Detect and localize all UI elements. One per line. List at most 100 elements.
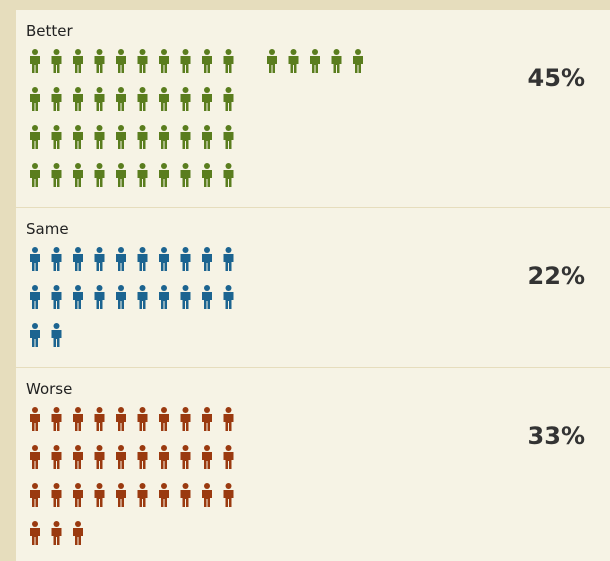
icon-body [51,292,62,309]
person-icon [180,483,191,507]
icon-head [96,163,103,169]
icon-head [182,125,189,131]
icon-body [267,56,277,73]
icon-body [73,56,83,73]
icon-head [225,87,232,93]
icon-body [137,452,148,469]
icon-body [223,254,234,271]
icon-head [75,87,81,93]
person-icon [116,483,126,507]
person-icon [94,87,105,111]
person-icon [30,49,40,73]
icon-head [225,445,232,451]
icon-body [116,132,126,149]
person-icon [51,445,62,469]
person-icon [159,285,169,309]
icon-body [73,414,83,431]
icon-body [94,56,105,73]
category-label: Better [26,22,74,40]
icon-body [73,132,83,149]
icon-head [118,285,124,291]
person-icon [51,247,62,271]
person-icon [30,87,40,111]
icon-head [53,445,60,451]
icon-body [159,292,169,309]
person-icon [73,125,83,149]
person-icon [116,407,126,431]
icon-body [30,132,40,149]
icon-body [137,254,148,271]
icon-head [161,407,167,413]
person-icon [202,407,212,431]
person-icon [94,49,105,73]
icon-body [180,452,191,469]
icon-body [159,94,169,111]
icon-body [159,170,169,187]
person-icon [51,483,62,507]
value-label: 45% [528,64,585,92]
icon-head [139,407,146,413]
icon-head [75,163,81,169]
icon-body [159,254,169,271]
icon-head [53,521,60,527]
icon-head [139,87,146,93]
person-icon [73,49,83,73]
icon-head [225,285,232,291]
icon-head [204,483,210,489]
person-icon [137,49,148,73]
person-icon [116,285,126,309]
value-label: 33% [528,422,585,450]
icon-body [180,56,191,73]
icon-head [182,163,189,169]
person-icon [223,163,234,187]
person-icon [202,285,212,309]
person-icon [159,163,169,187]
icon-body [116,254,126,271]
person-icon [159,445,169,469]
icon-head [75,285,81,291]
icon-body [30,414,40,431]
icon-head [161,87,167,93]
icon-body [223,452,234,469]
icon-body [223,292,234,309]
icon-head [53,323,60,329]
icon-head [32,323,38,329]
person-icon [51,163,62,187]
icon-body [223,132,234,149]
person-icon [137,87,148,111]
icon-head [32,483,38,489]
person-icon [116,49,126,73]
icon-body [116,414,126,431]
icon-body [310,56,320,73]
icon-body [30,254,40,271]
icon-body [223,56,234,73]
person-icon [137,247,148,271]
icon-body [180,414,191,431]
person-icon [223,407,234,431]
person-icon [202,247,212,271]
person-icon [180,407,191,431]
icon-body [116,490,126,507]
person-icon [116,445,126,469]
icon-body [116,170,126,187]
icon-head [118,125,124,131]
icon-head [32,125,38,131]
icon-head [182,407,189,413]
icon-head [96,125,103,131]
icon-body [94,132,105,149]
icon-body [30,528,40,545]
icon-body [223,490,234,507]
icon-body [30,330,40,347]
icon-body [288,56,299,73]
icon-head [53,483,60,489]
icon-body [353,56,363,73]
person-icon [51,125,62,149]
icon-body [202,94,212,111]
icon-body [51,254,62,271]
icon-body [137,414,148,431]
person-icon [180,285,191,309]
person-icon [73,285,83,309]
icon-body [51,490,62,507]
person-icon [180,125,191,149]
